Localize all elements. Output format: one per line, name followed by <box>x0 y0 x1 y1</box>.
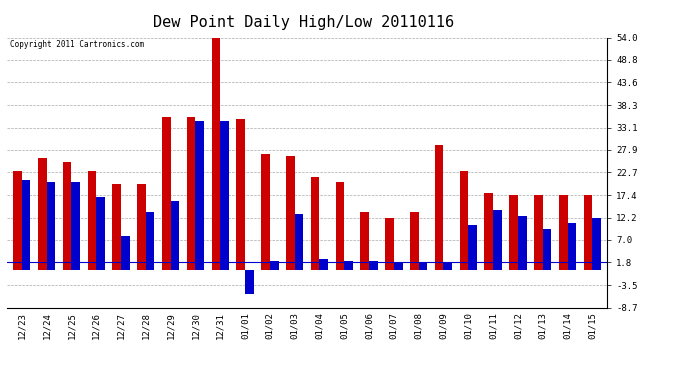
Bar <box>295 214 304 270</box>
Bar <box>435 145 444 270</box>
Bar <box>38 158 47 270</box>
Bar <box>170 201 179 270</box>
Bar <box>261 154 270 270</box>
Bar <box>63 162 71 270</box>
Bar <box>162 117 170 270</box>
Text: Dew Point Daily High/Low 20110116: Dew Point Daily High/Low 20110116 <box>153 15 454 30</box>
Bar <box>394 262 402 270</box>
Bar <box>220 122 229 270</box>
Bar <box>410 212 419 270</box>
Bar <box>509 195 518 270</box>
Bar <box>146 212 155 270</box>
Bar <box>22 180 30 270</box>
Bar <box>335 182 344 270</box>
Bar <box>121 236 130 270</box>
Bar <box>47 182 55 270</box>
Bar <box>319 259 328 270</box>
Bar <box>13 171 22 270</box>
Bar <box>71 182 80 270</box>
Bar <box>444 262 452 270</box>
Bar <box>369 261 377 270</box>
Bar <box>96 197 105 270</box>
Bar <box>344 261 353 270</box>
Bar <box>187 117 195 270</box>
Bar <box>567 223 576 270</box>
Bar <box>212 38 220 270</box>
Bar <box>286 156 295 270</box>
Bar <box>195 122 204 270</box>
Bar <box>245 270 254 294</box>
Bar <box>137 184 146 270</box>
Bar <box>112 184 121 270</box>
Bar <box>469 225 477 270</box>
Bar <box>237 119 245 270</box>
Bar <box>543 229 551 270</box>
Bar <box>518 216 526 270</box>
Bar <box>584 195 592 270</box>
Bar <box>534 195 543 270</box>
Bar <box>419 262 427 270</box>
Bar <box>360 212 369 270</box>
Bar <box>88 171 96 270</box>
Bar <box>310 177 319 270</box>
Text: Copyright 2011 Cartronics.com: Copyright 2011 Cartronics.com <box>10 40 144 49</box>
Bar <box>592 218 601 270</box>
Bar <box>493 210 502 270</box>
Bar <box>385 217 394 270</box>
Bar <box>270 261 279 270</box>
Bar <box>559 195 567 270</box>
Bar <box>460 171 469 270</box>
Bar <box>484 192 493 270</box>
